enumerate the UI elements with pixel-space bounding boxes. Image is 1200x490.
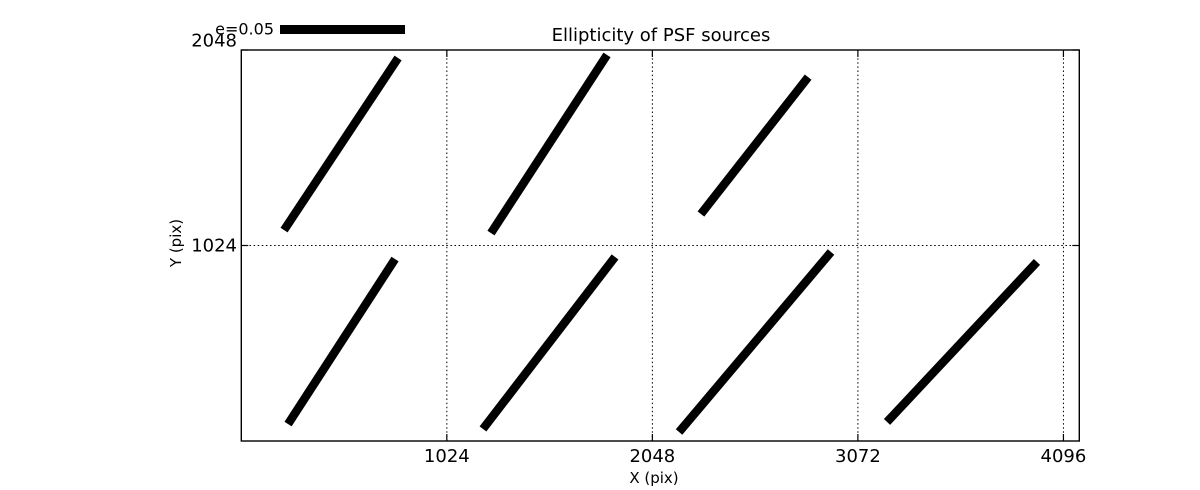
legend-label: e=0.05 [215, 19, 274, 39]
chart-title: Ellipticity of PSF sources [551, 25, 771, 46]
ellipticity-whisker [284, 256, 399, 427]
ellipticity-whisker [697, 74, 812, 217]
x-tick-label: 3072 [835, 446, 881, 467]
ellipticity-whisker [487, 52, 611, 236]
ellipticity-whisker [883, 259, 1041, 425]
plot-frame [240, 49, 1081, 442]
y-tick-label: 2048 [191, 30, 237, 52]
ellipticity-whisker [675, 249, 835, 435]
x-axis-label: X (pix) [629, 469, 679, 487]
legend-scale-bar [280, 25, 405, 34]
y-tick-label: 1024 [191, 235, 237, 256]
x-tick-label: 2048 [629, 446, 676, 467]
x-tick-label: 1024 [423, 446, 470, 467]
ellipticity-whisker [479, 254, 619, 432]
x-tick-label: 4096 [1040, 446, 1087, 467]
ellipticity-whisker [280, 55, 402, 233]
y-axis-label: Y (pix) [167, 218, 185, 268]
